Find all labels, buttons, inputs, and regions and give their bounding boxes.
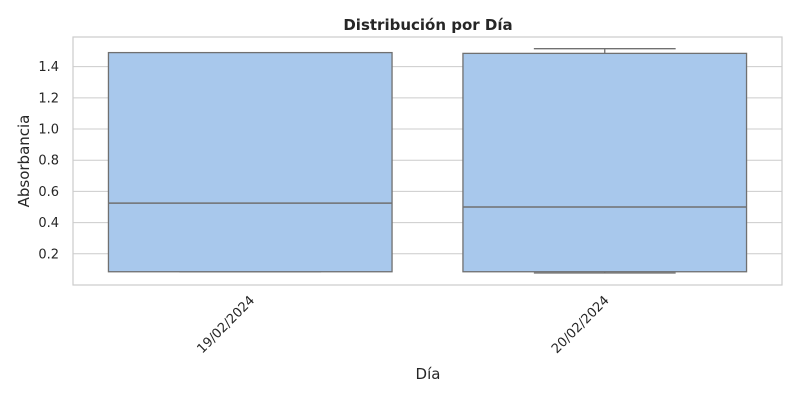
y-tick-label: 0.6 [38, 185, 59, 200]
plot-frame [72, 36, 783, 286]
y-tick-label: 1.4 [38, 60, 59, 75]
y-tick-labels: 0.2 0.4 0.6 0.8 1.0 1.2 1.4 [38, 60, 59, 262]
y-tick-label: 0.2 [38, 247, 59, 262]
box-series [107, 48, 748, 274]
box-1 [107, 51, 393, 273]
y-tick-label: 1.2 [38, 91, 59, 106]
box-iqr [462, 52, 748, 273]
x-tick-label: 20/02/2024 [549, 293, 613, 357]
y-tick-label: 0.8 [38, 154, 59, 169]
x-tick-labels: 19/02/2024 20/02/2024 [194, 293, 612, 357]
box-2 [462, 48, 748, 274]
x-axis-label: Día [416, 365, 441, 383]
chart-title: Distribución por Día [343, 16, 512, 34]
y-axis-label: Absorbancia [15, 115, 33, 208]
x-tick-label: 19/02/2024 [194, 293, 258, 357]
y-tick-label: 0.4 [38, 216, 59, 231]
y-tick-label: 1.0 [38, 123, 59, 138]
box-iqr [107, 51, 393, 273]
